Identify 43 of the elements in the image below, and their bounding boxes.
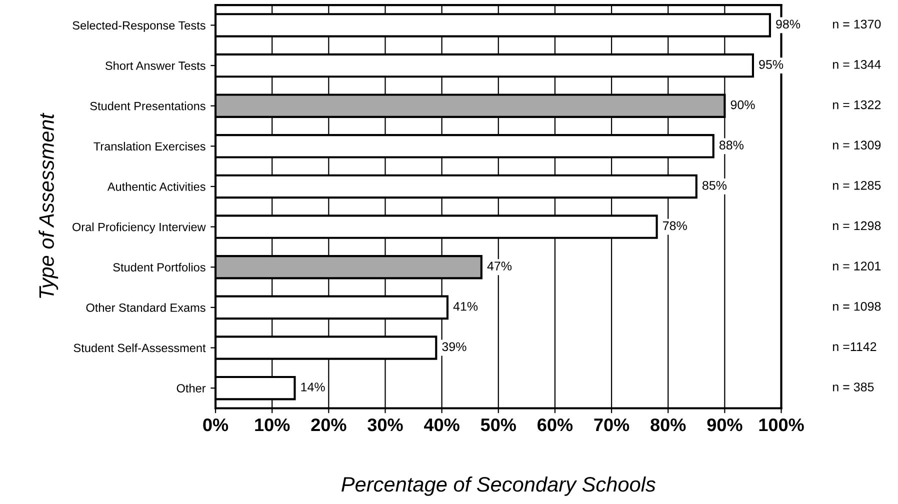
y-tick-label: Other	[176, 384, 206, 392]
y-tick-label: Oral Proficiency Interview	[72, 222, 206, 234]
data-label: 14%	[301, 382, 325, 392]
data-label: 98%	[776, 20, 800, 29]
x-tick-label: 50%	[480, 418, 516, 432]
y-tick-label: Student Presentations	[90, 102, 206, 110]
text: n = 1322	[833, 100, 881, 110]
x-tick-label: 60%	[538, 418, 573, 432]
x-tick-label: 40%	[424, 418, 460, 432]
x-tick-label: 30%	[368, 418, 403, 432]
y-tick-label: Other Standard Exams	[86, 303, 206, 312]
text: n = 1344	[833, 60, 881, 69]
data-label: 78%	[662, 221, 687, 230]
x-tick-label: 20%	[311, 418, 346, 432]
y-tick-label: Translation Exercises	[94, 142, 206, 151]
text: n = 1298	[833, 221, 881, 230]
x-axis-title: Percentage of Secondary Schools	[342, 476, 656, 496]
y-tick-label: Student Portfolios	[113, 262, 206, 272]
text: n = 1285	[833, 180, 881, 190]
text: n = 385	[833, 382, 874, 392]
x-tick-label: 70%	[594, 418, 630, 432]
y-tick-label: Short Answer Tests	[106, 61, 206, 70]
y-tick-label: Selected-Response Tests	[72, 20, 206, 32]
data-label: 39%	[442, 342, 466, 352]
text: n = 1309	[833, 140, 881, 150]
data-label: 95%	[759, 60, 784, 69]
y-tick-label: Student Self-Assessment	[74, 343, 206, 352]
y-tick-label: Authentic Activities	[107, 182, 206, 191]
x-tick-label: 80%	[650, 418, 686, 432]
x-tick-label: 0%	[203, 418, 228, 432]
data-label: 88%	[719, 140, 744, 150]
y-axis-title: Type of Assessment	[38, 112, 58, 298]
x-tick-label: 90%	[707, 418, 742, 432]
text: n = 1098	[833, 302, 881, 311]
data-label: 90%	[730, 100, 755, 110]
text: n = 1201	[833, 262, 881, 270]
x-tick-label: 100%	[759, 418, 804, 432]
data-label: 47%	[487, 262, 512, 270]
data-label: 41%	[453, 302, 478, 311]
x-tick-label: 10%	[255, 418, 290, 432]
data-label: 85%	[702, 180, 727, 190]
text: n =1142	[833, 342, 876, 351]
text: n = 1370	[833, 20, 881, 29]
